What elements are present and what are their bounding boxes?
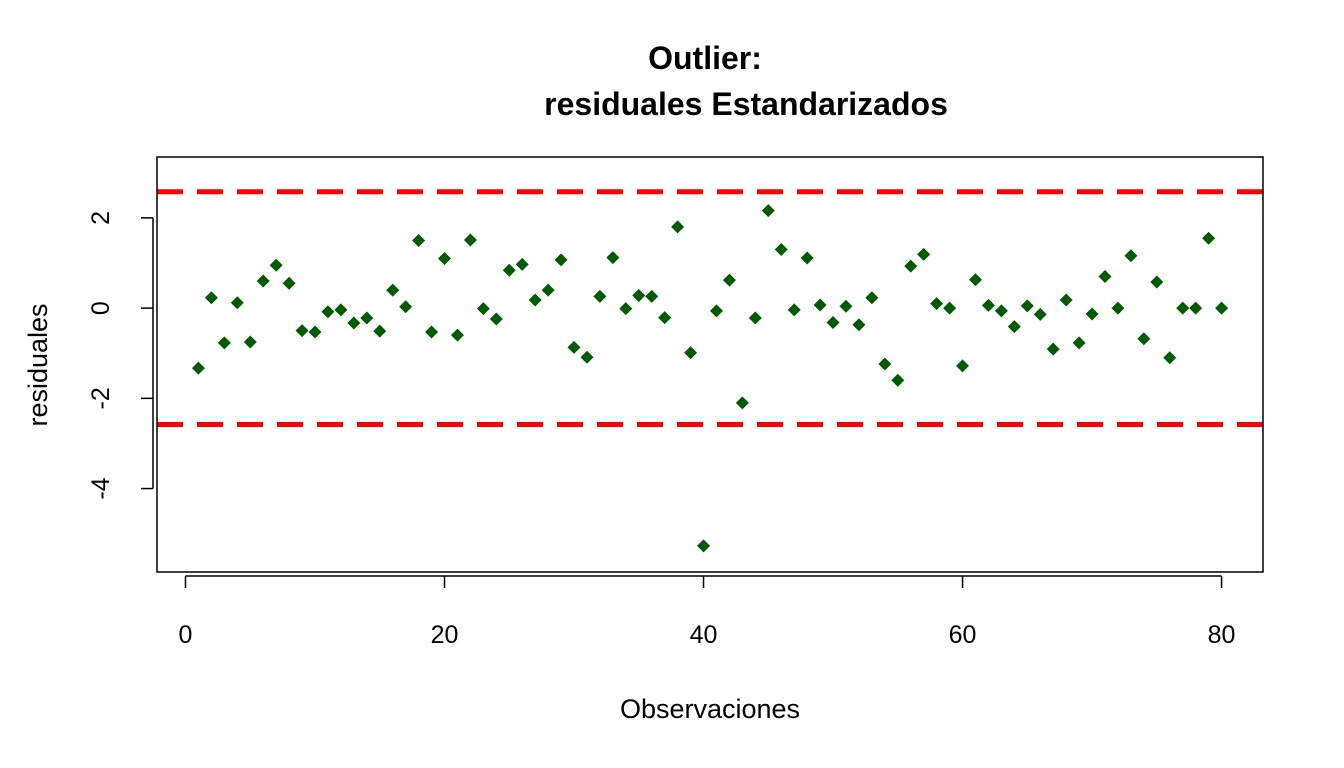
data-point (450, 328, 464, 342)
data-point (528, 293, 542, 307)
reference-lines (157, 189, 1265, 427)
data-point (334, 303, 348, 317)
data-point (399, 300, 413, 314)
data-point (878, 357, 892, 371)
data-point (968, 273, 982, 287)
y-tick-label: -2 (87, 387, 115, 409)
data-point (1163, 351, 1177, 365)
data-point (852, 318, 866, 332)
data-point (722, 273, 736, 287)
plot-frame (156, 156, 1264, 573)
data-point (580, 350, 594, 364)
y-axis-label: residuales (23, 303, 53, 426)
data-point (787, 303, 801, 317)
x-tick-label: 40 (690, 621, 718, 649)
y-tick-label: 0 (87, 301, 115, 315)
data-point (321, 305, 335, 319)
data-point (347, 316, 361, 330)
data-point (295, 324, 309, 338)
data-point (386, 283, 400, 297)
data-point (243, 335, 257, 349)
data-point (463, 233, 477, 247)
data-point (256, 274, 270, 288)
data-point (1033, 307, 1047, 321)
chart-title-line-1: Outlier: (648, 40, 762, 76)
data-point (1137, 332, 1151, 346)
data-point (943, 301, 957, 315)
data-point (956, 359, 970, 373)
data-point (1124, 249, 1138, 263)
data-point (1111, 301, 1125, 315)
data-point (1098, 270, 1112, 284)
data-point (606, 251, 620, 265)
data-point (593, 289, 607, 303)
data-point (1007, 320, 1021, 334)
data-point (904, 259, 918, 273)
data-point (1046, 342, 1060, 356)
data-point (308, 325, 322, 339)
data-point (761, 204, 775, 218)
x-axis-label: Observaciones (620, 694, 800, 724)
data-point (502, 263, 516, 277)
x-axis: 0 20 40 60 80 (179, 575, 1236, 649)
data-point (191, 361, 205, 375)
data-point (865, 291, 879, 305)
data-point (658, 311, 672, 325)
data-point (917, 247, 931, 261)
data-point (282, 276, 296, 290)
data-point (645, 289, 659, 303)
data-point (360, 311, 374, 325)
data-point (541, 283, 555, 297)
data-point (619, 302, 633, 316)
x-tick-label: 60 (949, 621, 977, 649)
data-point (632, 288, 646, 302)
data-point (1020, 299, 1034, 313)
data-point (567, 340, 581, 354)
data-point (230, 296, 244, 310)
y-axis: -4 -2 0 2 (87, 211, 154, 500)
data-point (476, 302, 490, 316)
data-point (1150, 275, 1164, 289)
y-tick-label: -4 (87, 477, 115, 499)
data-point (204, 291, 218, 305)
data-point (981, 298, 995, 312)
data-point (735, 396, 749, 410)
data-point (1202, 231, 1216, 245)
data-point (438, 251, 452, 265)
data-point (994, 304, 1008, 318)
data-point (373, 324, 387, 338)
data-point (489, 312, 503, 326)
data-point (1176, 301, 1190, 315)
x-tick-label: 80 (1208, 621, 1236, 649)
chart-title-line-2: residuales Estandarizados (544, 86, 948, 122)
data-point (826, 316, 840, 330)
data-point (1085, 307, 1099, 321)
data-point (671, 220, 685, 234)
data-point (412, 233, 426, 247)
data-points (191, 204, 1229, 553)
data-point (515, 257, 529, 271)
data-point (839, 299, 853, 313)
data-point (269, 258, 283, 272)
data-point (800, 251, 814, 265)
x-tick-label: 0 (179, 621, 193, 649)
x-tick-label: 20 (431, 621, 459, 649)
data-point (1072, 336, 1086, 350)
data-point (748, 311, 762, 325)
data-point (697, 539, 711, 553)
data-point (217, 336, 231, 350)
data-point (1189, 301, 1203, 315)
data-point (1215, 301, 1229, 315)
data-point (425, 325, 439, 339)
data-point (684, 346, 698, 360)
data-point (891, 373, 905, 387)
y-tick-label: 2 (87, 211, 115, 225)
data-point (930, 297, 944, 311)
data-point (709, 304, 723, 318)
data-point (1059, 293, 1073, 307)
data-point (813, 298, 827, 312)
data-point (554, 253, 568, 267)
data-point (774, 242, 788, 256)
